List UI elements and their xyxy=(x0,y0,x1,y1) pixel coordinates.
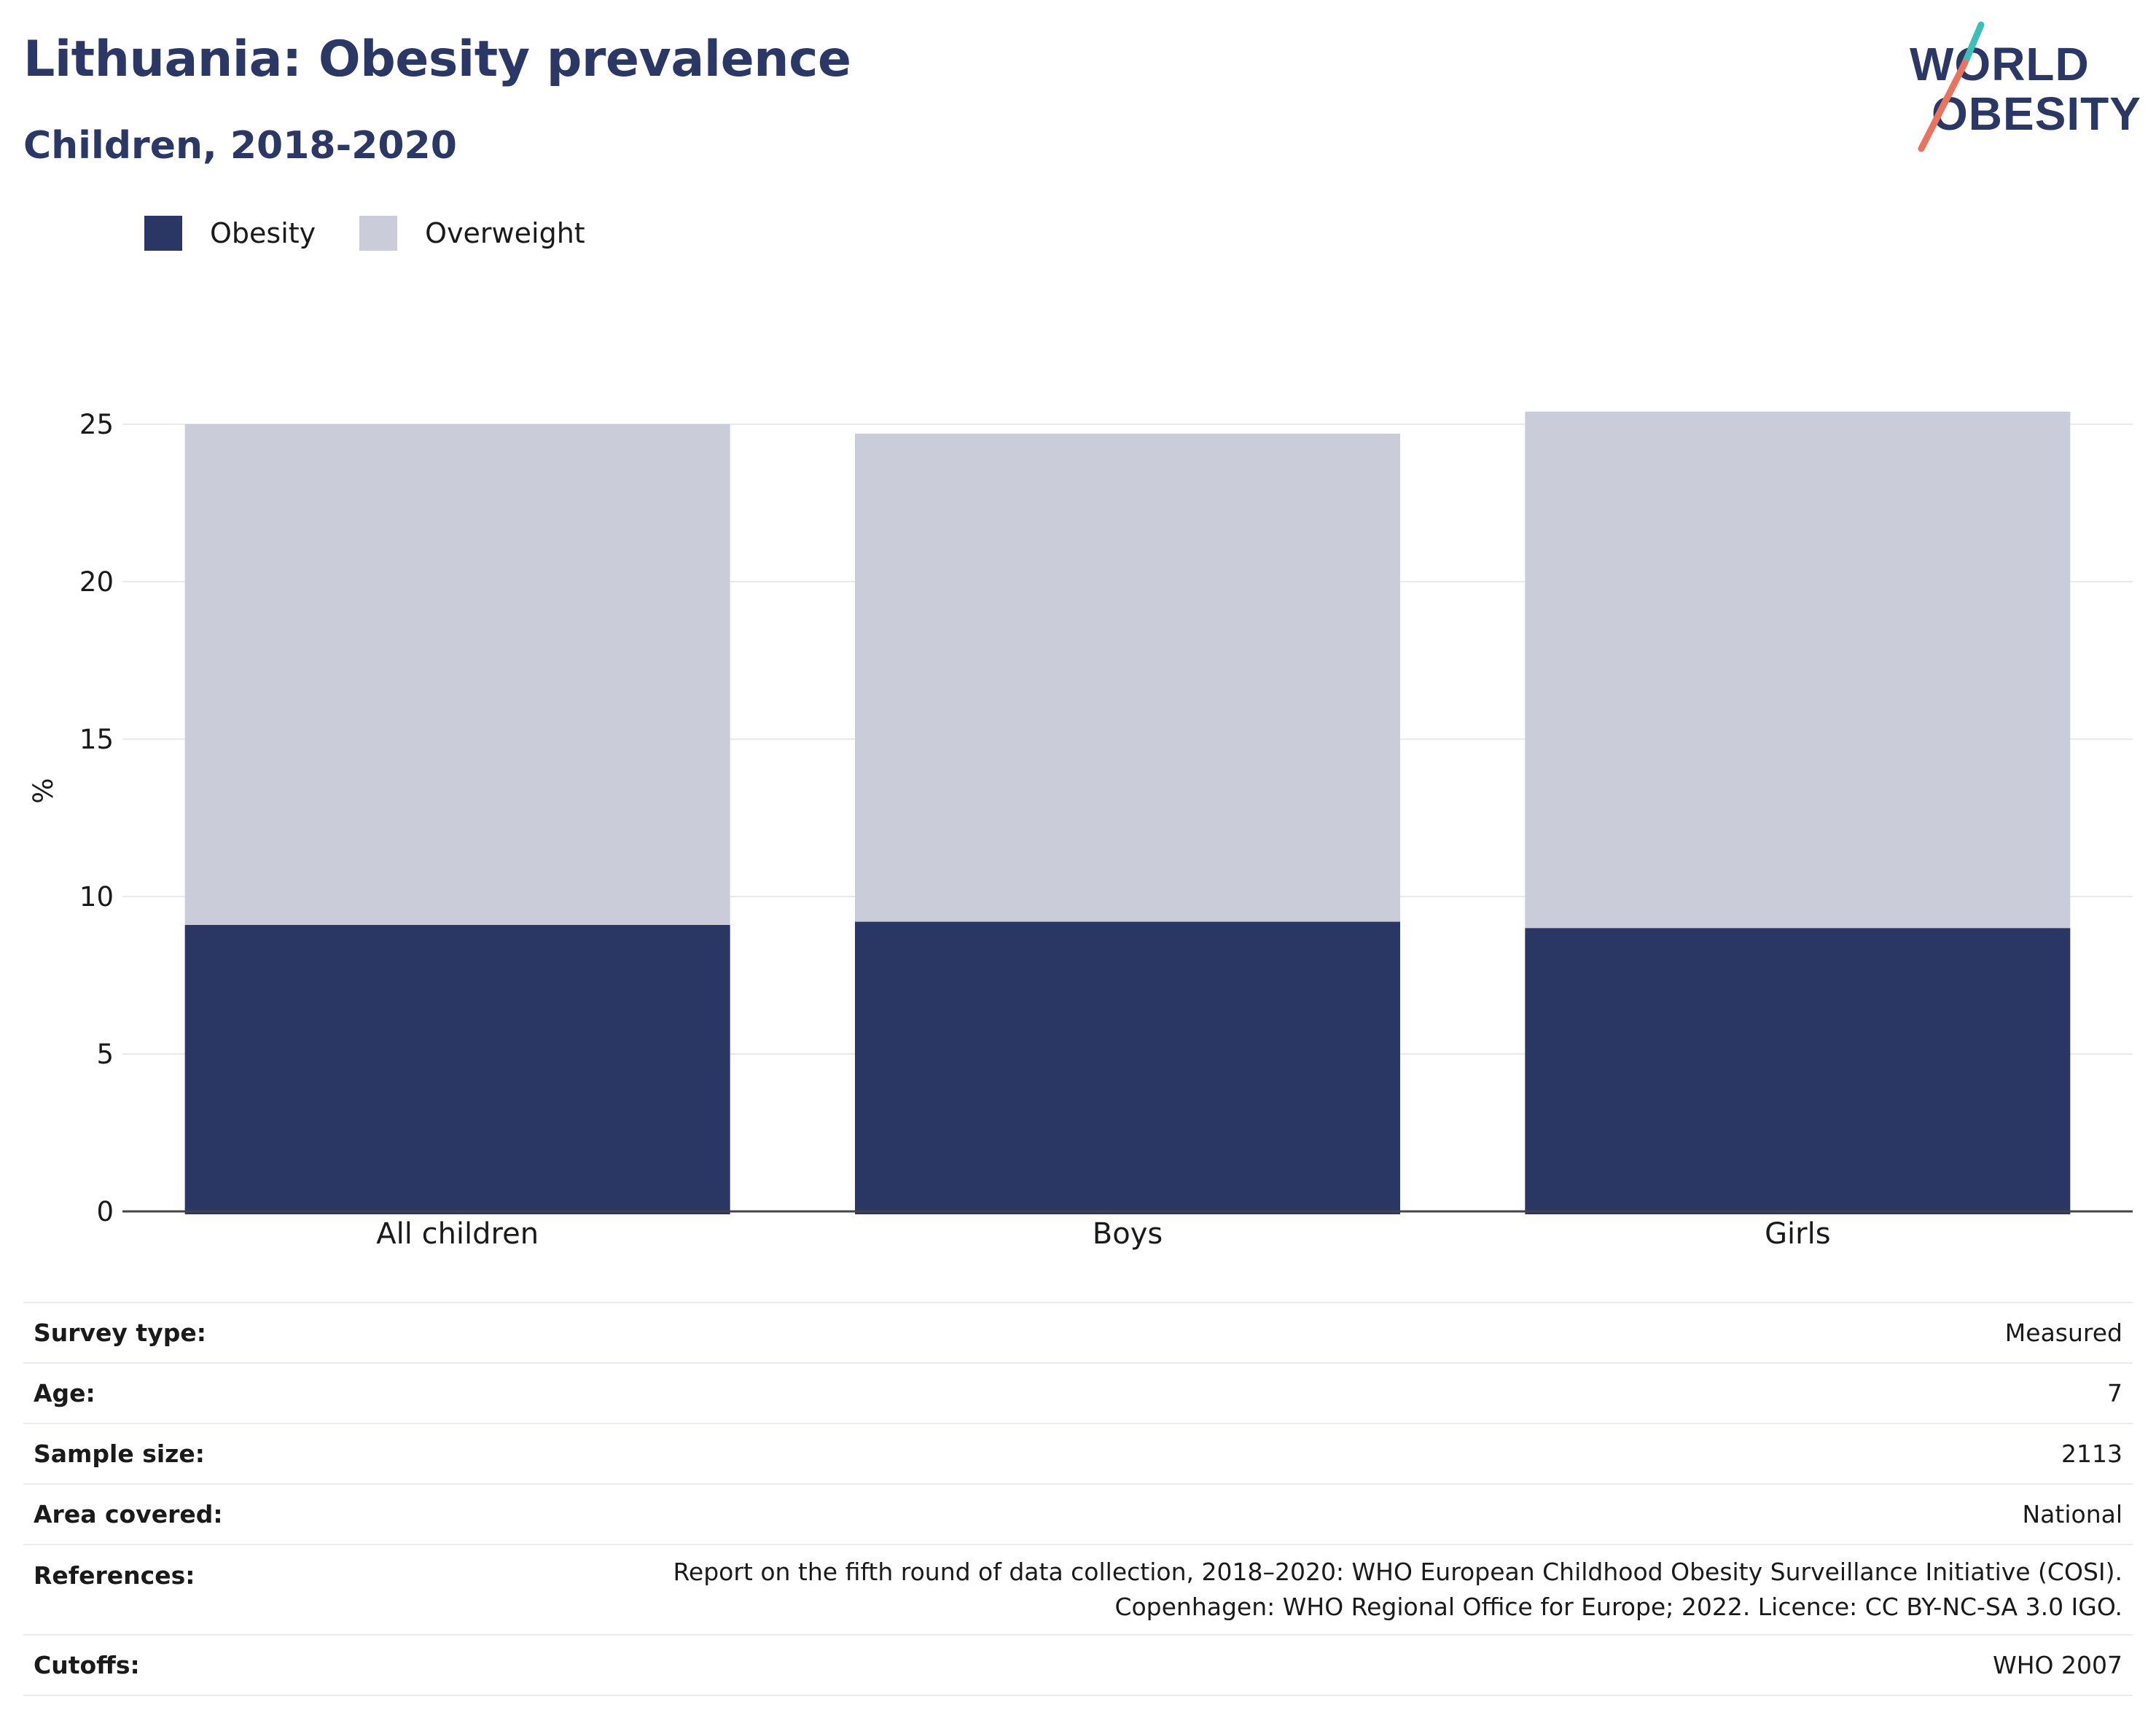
x-tick-label: Boys xyxy=(1093,1217,1163,1251)
bar-overweight-girls xyxy=(1525,411,2071,929)
info-label: Area covered: xyxy=(23,1483,554,1544)
info-value: 7 xyxy=(554,1362,2133,1423)
world-obesity-logo: WORLD OBESITY xyxy=(1895,20,2143,159)
info-value: Report on the fifth round of data collec… xyxy=(554,1544,2133,1635)
info-label: References: xyxy=(23,1544,554,1635)
info-row-cutoffs: Cutoffs: WHO 2007 xyxy=(23,1634,2133,1696)
x-tick-label: All children xyxy=(376,1217,539,1251)
info-value: National xyxy=(554,1483,2133,1544)
y-tick-label: 10 xyxy=(79,881,114,913)
bar-obesity-girls xyxy=(1525,928,2071,1214)
x-tick-label: Girls xyxy=(1765,1217,1831,1251)
legend-item-obesity[interactable]: Obesity xyxy=(144,216,316,251)
legend-item-overweight[interactable]: Overweight xyxy=(359,216,585,251)
chart-subtitle: Children, 2018-2020 xyxy=(23,124,457,168)
y-tick-label: 0 xyxy=(96,1196,114,1227)
info-label: Survey type: xyxy=(23,1302,554,1363)
y-axis-label: % xyxy=(28,778,59,803)
y-tick-label: 25 xyxy=(79,409,114,440)
info-label: Sample size: xyxy=(23,1423,554,1484)
info-row-area-covered: Area covered: National xyxy=(23,1483,2133,1544)
legend: Obesity Overweight xyxy=(144,216,629,251)
bar-overweight-boys xyxy=(855,433,1400,922)
legend-swatch-overweight xyxy=(359,216,398,251)
legend-label-obesity: Obesity xyxy=(210,217,316,249)
info-row-sample-size: Sample size: 2113 xyxy=(23,1423,2133,1484)
info-value: 2113 xyxy=(554,1423,2133,1484)
info-row-survey-type: Survey type: Measured xyxy=(23,1302,2133,1363)
chart-title: Lithuania: Obesity prevalence xyxy=(23,31,851,88)
info-row-references: References: Report on the fifth round of… xyxy=(23,1544,2133,1635)
bar-obesity-all-children xyxy=(184,924,730,1214)
logo-word-obesity: OBESITY xyxy=(1932,87,2141,140)
info-label: Cutoffs: xyxy=(23,1634,554,1696)
legend-label-overweight: Overweight xyxy=(425,217,585,249)
info-value: Measured xyxy=(554,1302,2133,1363)
info-row-age: Age: 7 xyxy=(23,1362,2133,1423)
bar-overweight-all-children xyxy=(184,424,730,925)
info-value: WHO 2007 xyxy=(554,1634,2133,1696)
survey-info-table: Survey type: Measured Age: 7 Sample size… xyxy=(23,1302,2133,1696)
stacked-bar-chart: 0 5 10 15 20 25% All children Boys Girls xyxy=(28,409,2133,1251)
info-label: Age: xyxy=(23,1362,554,1423)
y-tick-label: 20 xyxy=(79,566,114,598)
y-tick-label: 5 xyxy=(96,1039,114,1070)
logo-slash-icon xyxy=(1918,21,1985,152)
legend-swatch-obesity xyxy=(144,216,182,251)
bar-obesity-boys xyxy=(855,921,1400,1214)
y-tick-label: 15 xyxy=(79,724,114,755)
logo-word-world: WORLD xyxy=(1910,38,2090,90)
